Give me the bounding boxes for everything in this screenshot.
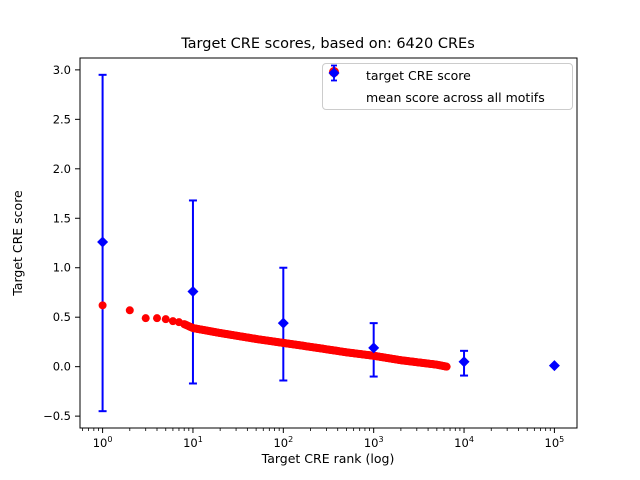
legend: target CRE score mean score across all m…: [322, 63, 573, 110]
svg-text:0.5: 0.5: [53, 310, 71, 324]
legend-item-mean-score: mean score across all motifs: [323, 64, 572, 109]
svg-text:2.0: 2.0: [53, 162, 71, 176]
legend-item-target-cre-score: target CRE score: [323, 65, 572, 87]
legend-label-mean-score: mean score across all motifs: [366, 90, 545, 105]
x-axis-label: Target CRE rank (log): [261, 451, 395, 466]
svg-text:1.0: 1.0: [53, 261, 71, 275]
svg-text:−0.5: −0.5: [43, 409, 71, 423]
svg-text:103: 103: [364, 435, 384, 450]
x-axis-ticks: 100 101 102 103 104 105: [82, 428, 565, 450]
mean-score-diamonds: [97, 236, 560, 372]
svg-text:102: 102: [273, 435, 293, 450]
svg-text:105: 105: [545, 435, 565, 450]
svg-text:1.5: 1.5: [53, 211, 71, 225]
svg-text:100: 100: [93, 435, 113, 450]
svg-text:2.5: 2.5: [53, 112, 71, 126]
y-axis-label: Target CRE score: [10, 190, 25, 297]
svg-text:3.0: 3.0: [53, 63, 71, 77]
svg-text:104: 104: [454, 435, 474, 450]
svg-text:101: 101: [183, 435, 203, 450]
chart-title: Target CRE scores, based on: 6420 CREs: [180, 36, 475, 52]
legend-label-target-cre-score: target CRE score: [366, 68, 471, 83]
axes-frame: [79, 57, 578, 429]
target-score-points: [98, 301, 451, 371]
svg-text:0.0: 0.0: [53, 360, 71, 374]
y-axis-ticks: 3.0 2.5 2.0 1.5 1.0 0.5 0.0 −0.5: [43, 63, 80, 423]
